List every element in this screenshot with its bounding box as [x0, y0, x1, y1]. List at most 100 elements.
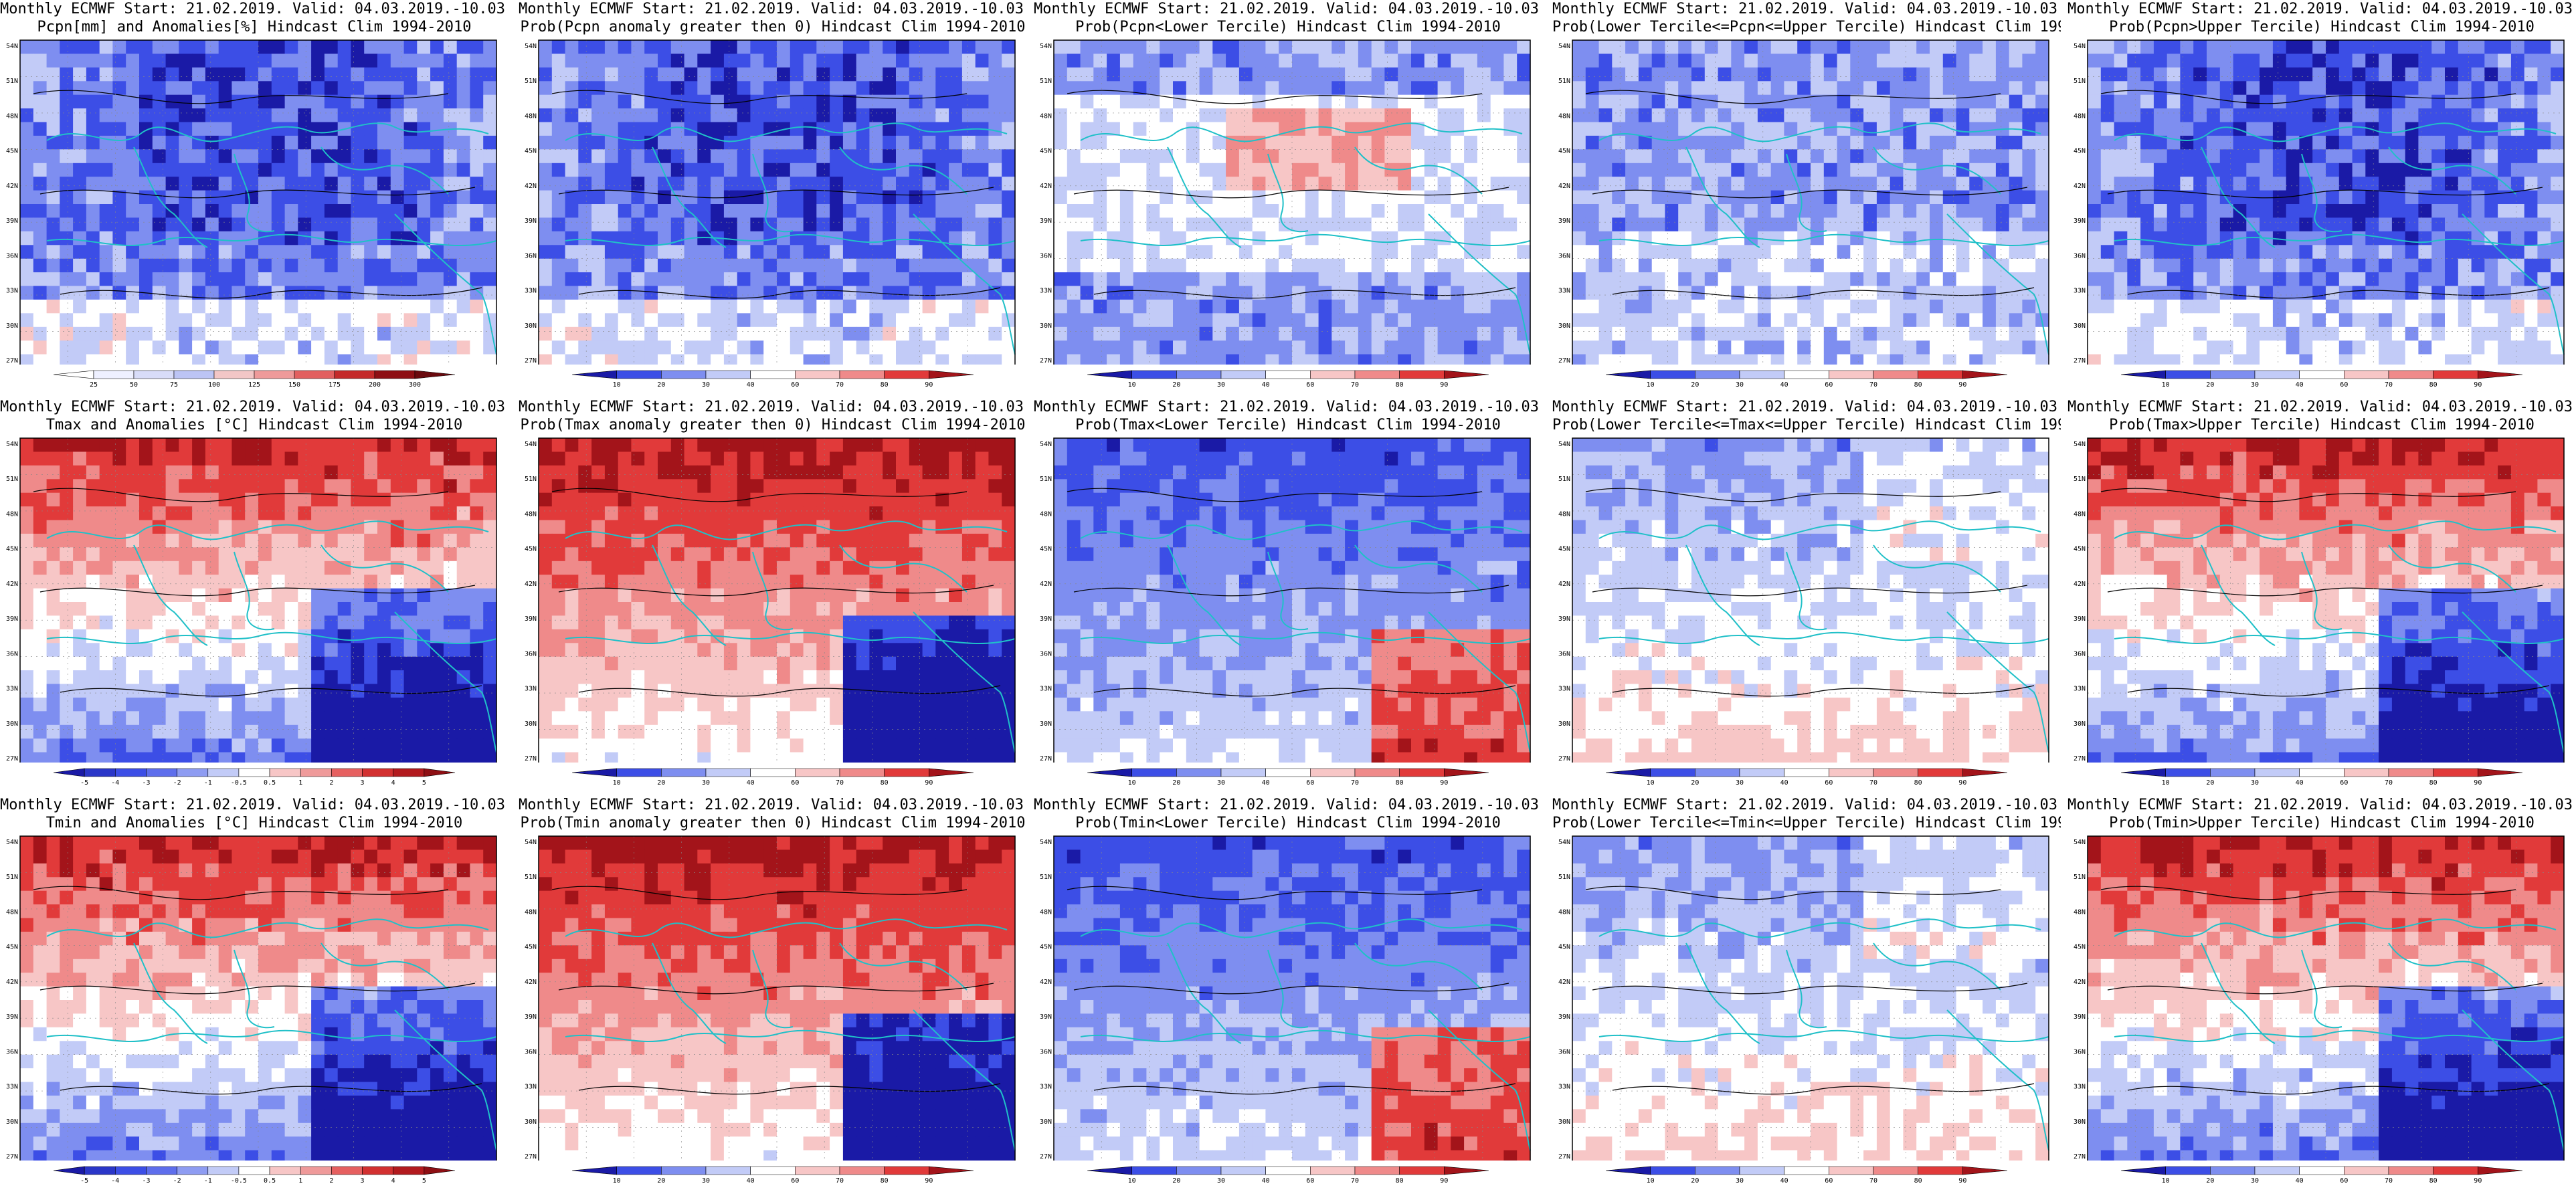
colorbar-label: 50: [130, 381, 138, 389]
colorbar-segment: [424, 768, 456, 777]
colorbar-segment: [795, 370, 840, 379]
colorbar-label: 60: [2340, 779, 2348, 787]
colorbar-label: 70: [1869, 381, 1877, 389]
panel-title-line2: Prob(Pcpn<Lower Tercile) Hindcast Clim 1…: [1075, 19, 1501, 35]
colorbar-segment: [1739, 1166, 1784, 1175]
panel-title: Monthly ECMWF Start: 21.02.2019. Valid: …: [1552, 796, 2061, 836]
colorbar-label: 40: [1262, 1177, 1270, 1185]
colorbar-segment: [1605, 370, 1651, 379]
colorbar-segment: [661, 370, 707, 379]
colorbar-segment: [1829, 1166, 1874, 1175]
colorbar-segment: [146, 768, 177, 777]
colorbar-label: 80: [2429, 779, 2437, 787]
colorbar-label: 80: [1914, 381, 1922, 389]
colorbar-label: -3: [142, 779, 150, 787]
lat-tick-label: 30N: [1040, 322, 1052, 330]
colorbar-segment: [2344, 768, 2389, 777]
panel-title-line2: Prob(Tmax<Lower Tercile) Hindcast Clim 1…: [1075, 417, 1501, 433]
lat-tick-label: 30N: [6, 720, 18, 728]
colorbar-segment: [2478, 1166, 2523, 1175]
colorbar-segment: [1354, 1166, 1400, 1175]
colorbar-segment: [2299, 768, 2344, 777]
map-panel-prob-pcpn-gt0: Monthly ECMWF Start: 21.02.2019. Valid: …: [519, 0, 1027, 398]
colorbar-segment: [1739, 370, 1784, 379]
colorbar-label: 20: [657, 779, 665, 787]
lat-tick-label: 45N: [1040, 148, 1052, 155]
colorbar: 10 20 30 40 60 70 80 90: [571, 1166, 974, 1185]
colorbar-label: -0.5: [231, 1177, 247, 1185]
colorbar-label: 5: [422, 1177, 426, 1185]
forecast-map: 54N51N48N45N42N39N36N33N30N27N5E10E15E20…: [1558, 437, 2049, 763]
colorbar-segment: [1695, 1166, 1740, 1175]
colorbar-label: 10: [613, 381, 621, 389]
colorbar-label: 60: [2340, 381, 2348, 389]
colorbar-segment: [2478, 370, 2523, 379]
colorbar-segment: [2388, 768, 2433, 777]
colorbar-label: 90: [1440, 779, 1448, 787]
lat-tick-label: 48N: [1040, 908, 1052, 916]
colorbar-label: 40: [747, 779, 755, 787]
lat-tick-label: 51N: [525, 476, 537, 483]
lat-tick-label: 36N: [6, 650, 18, 658]
colorbar-segment: [1087, 768, 1132, 777]
colorbar-segment: [1265, 1166, 1311, 1175]
colorbar-label: 10: [613, 1177, 621, 1185]
forecast-map: 54N51N48N45N42N39N36N33N30N27N5E10E15E20…: [1040, 835, 1531, 1161]
lat-tick-label: 36N: [1040, 252, 1052, 260]
colorbar-segment: [115, 768, 147, 777]
colorbar-segment: [2120, 1166, 2166, 1175]
panel-title: Monthly ECMWF Start: 21.02.2019. Valid: …: [1034, 796, 1542, 836]
colorbar-segment: [1220, 370, 1266, 379]
lat-tick-label: 27N: [1040, 755, 1052, 763]
panel-title: Monthly ECMWF Start: 21.02.2019. Valid: …: [1034, 0, 1542, 40]
colorbar-label: 70: [1869, 1177, 1877, 1185]
colorbar-label: 20: [1691, 381, 1699, 389]
forecast-map: 54N51N48N45N42N39N36N33N30N27N5E10E15E20…: [2074, 835, 2565, 1161]
panel-title-line2: Prob(Pcpn anomaly greater then 0) Hindca…: [520, 19, 1026, 35]
colorbar-label: -5: [80, 1177, 88, 1185]
colorbar-segment: [133, 370, 175, 379]
colorbar-segment: [2210, 768, 2256, 777]
colorbar-label: 80: [1914, 779, 1922, 787]
lat-tick-label: 27N: [1040, 357, 1052, 365]
colorbar-segment: [1784, 1166, 1829, 1175]
colorbar-segment: [2120, 370, 2166, 379]
colorbar-label: 3: [361, 1177, 365, 1185]
colorbar-segment: [2120, 768, 2166, 777]
map-panel-prob-pcpn-lower: Monthly ECMWF Start: 21.02.2019. Valid: …: [1034, 0, 1542, 398]
colorbar-segment: [1962, 1166, 2008, 1175]
colorbar-segment: [2165, 768, 2211, 777]
lat-tick-label: 48N: [1558, 112, 1570, 120]
colorbar-segment: [929, 1166, 974, 1175]
colorbar-segment: [616, 1166, 662, 1175]
colorbar-segment: [795, 768, 840, 777]
colorbar-segment: [334, 370, 375, 379]
colorbar-segment: [929, 370, 974, 379]
lat-tick-label: 51N: [6, 476, 18, 483]
colorbar-label: 90: [925, 381, 933, 389]
colorbar-segment: [2388, 370, 2433, 379]
colorbar-label: 80: [881, 1177, 889, 1185]
colorbar-label: 90: [925, 779, 933, 787]
colorbar-label: 150: [288, 381, 300, 389]
lat-tick-label: 48N: [2074, 908, 2086, 916]
panel-title-line2: Tmax and Anomalies [°C] Hindcast Clim 19…: [45, 417, 463, 433]
colorbar-label: 40: [1780, 1177, 1788, 1185]
colorbar-segment: [1310, 370, 1356, 379]
colorbar-segment: [1399, 1166, 1445, 1175]
lat-tick-label: 48N: [2074, 510, 2086, 518]
lat-tick-label: 42N: [6, 183, 18, 190]
colorbar-label: 60: [1825, 381, 1833, 389]
colorbar-segment: [2254, 370, 2300, 379]
lat-tick-label: 48N: [6, 112, 18, 120]
colorbar-segment: [929, 768, 974, 777]
colorbar-segment: [2433, 370, 2478, 379]
lat-tick-label: 42N: [1040, 183, 1052, 190]
colorbar-label: 80: [1914, 1177, 1922, 1185]
colorbar-label: 60: [1306, 381, 1314, 389]
colorbar-label: 40: [747, 381, 755, 389]
colorbar-label: 60: [2340, 1177, 2348, 1185]
colorbar-label: 90: [2474, 381, 2482, 389]
lat-tick-label: 54N: [6, 441, 18, 448]
map-panel-pcpn-anomalies: Monthly ECMWF Start: 21.02.2019. Valid: …: [0, 0, 509, 398]
